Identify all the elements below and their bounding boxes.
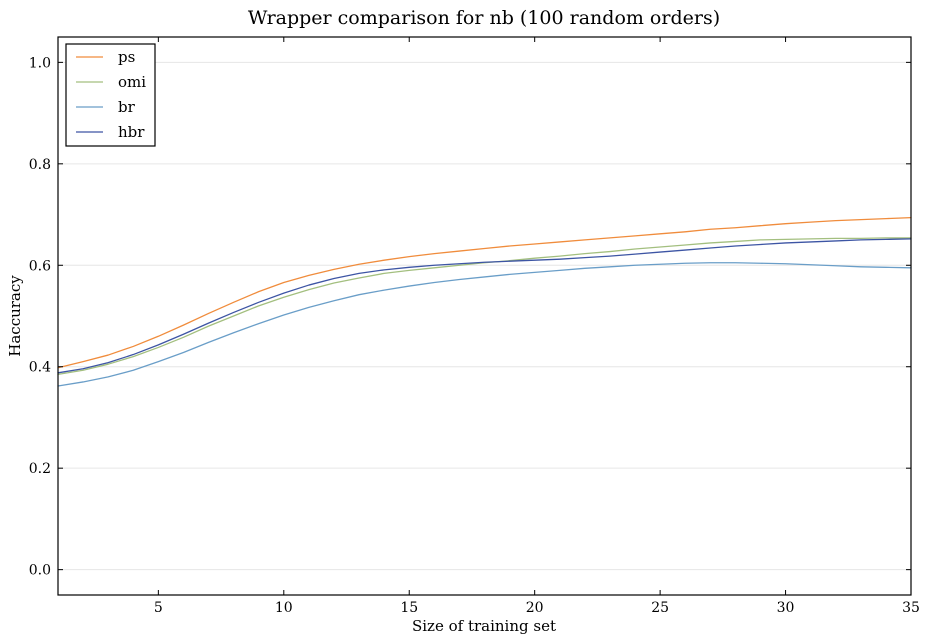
series-lines (57, 216, 912, 387)
x-tick-label: 25 (651, 600, 669, 616)
y-tick-label: 0.4 (29, 360, 51, 376)
y-tick-label: 0.2 (29, 461, 51, 477)
legend-label-ps: ps (118, 48, 135, 66)
legend-label-hbr: hbr (118, 123, 145, 141)
y-axis-ticks: 0.0 0.2 0.4 0.6 0.8 1.0 (29, 55, 911, 579)
legend-items: ps omi br hbr (76, 48, 146, 141)
y-tick-label: 0.0 (29, 563, 51, 579)
y-tick-label: 0.6 (29, 258, 51, 274)
series-line-br (57, 262, 912, 387)
x-tick-label: 20 (526, 600, 544, 616)
y-tick-label: 1.0 (29, 55, 51, 71)
series-line-ps (57, 216, 912, 369)
x-tick-label: 10 (275, 600, 293, 616)
chart-title: Wrapper comparison for nb (100 random or… (248, 7, 720, 29)
y-tick-label: 0.8 (29, 157, 51, 173)
gridlines (58, 61, 911, 571)
x-tick-label: 30 (777, 600, 795, 616)
series-line-omi (57, 237, 912, 375)
x-tick-label: 5 (154, 600, 163, 616)
x-axis-label: Size of training set (412, 617, 556, 635)
series-line-hbr (57, 238, 912, 374)
y-axis-label: Haccuracy (6, 275, 24, 357)
legend-label-omi: omi (118, 73, 146, 91)
x-axis-ticks: 5 10 15 20 25 30 35 (154, 37, 920, 616)
legend-box (65, 43, 156, 147)
x-tick-label: 35 (902, 600, 920, 616)
plot-area (57, 36, 912, 596)
legend-label-br: br (118, 98, 136, 116)
x-tick-label: 15 (400, 600, 418, 616)
legend: ps omi br hbr (65, 43, 156, 147)
